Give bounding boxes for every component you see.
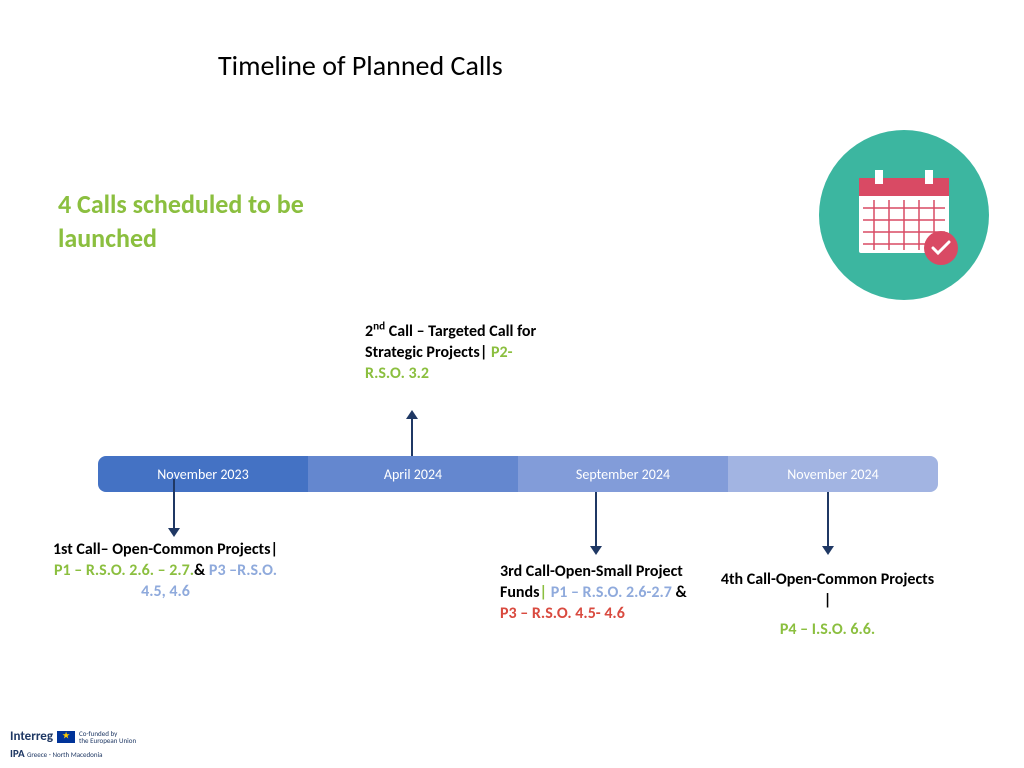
- page-title: Timeline of Planned Calls: [218, 48, 503, 83]
- callout-4: 4th Call-Open-Common Projects | P4 – I.S…: [720, 570, 935, 640]
- timeline-segment: April 2024: [308, 456, 518, 492]
- footer-logo: Interreg ★ Co-funded bythe European Unio…: [10, 729, 136, 760]
- tick-icon: [173, 492, 175, 500]
- arrow-icon: [173, 479, 175, 529]
- timeline-bar: November 2023 April 2024 September 2024 …: [98, 456, 938, 492]
- timeline-segment: September 2024: [518, 456, 728, 492]
- timeline-segment: November 2023: [98, 456, 308, 492]
- arrow-icon: [595, 492, 597, 547]
- callout-1: 1st Call– Open-Common Projects| P1 – R.S…: [48, 540, 283, 602]
- subtitle: 4 Calls scheduled to be launched: [58, 188, 338, 256]
- callout-2: 2nd Call – Targeted Call for Strategic P…: [365, 320, 545, 385]
- timeline-segment: November 2024: [728, 456, 938, 492]
- eu-flag-icon: ★: [57, 731, 75, 743]
- arrow-icon: [411, 418, 413, 456]
- arrow-icon: [827, 492, 829, 547]
- calendar-icon: [819, 130, 989, 305]
- callout-3: 3rd Call-Open-Small Project Funds| P1 – …: [500, 562, 700, 624]
